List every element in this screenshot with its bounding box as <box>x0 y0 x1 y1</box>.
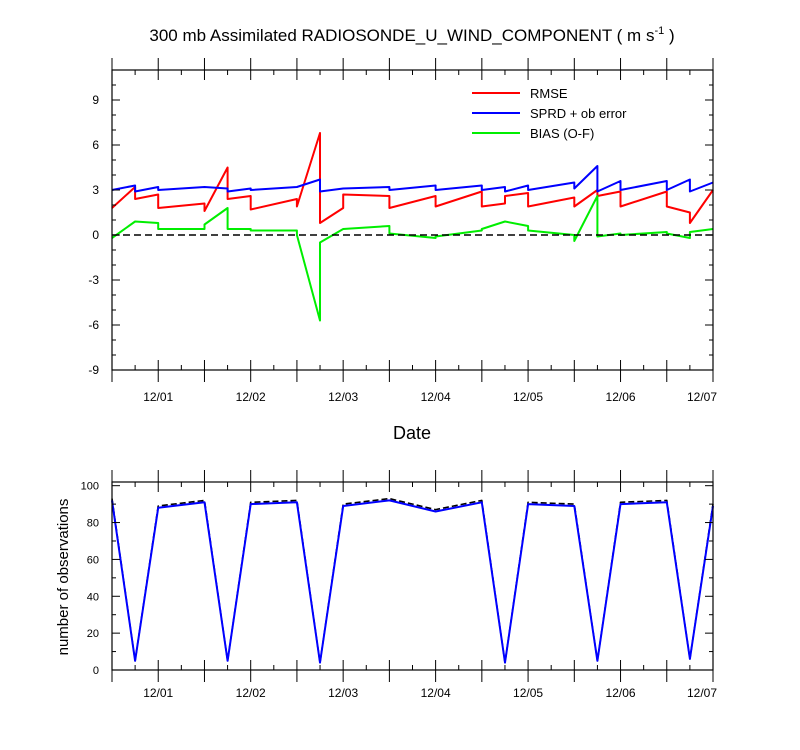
series-line-rmse <box>111 132 714 224</box>
x-tick-label: 12/01 <box>143 686 173 700</box>
y-tick-label: 60 <box>87 554 99 566</box>
legend-label-rmse: RMSE <box>530 86 568 101</box>
chart-title-superscript: -1 <box>654 25 664 37</box>
x-tick-label: 12/07 <box>687 686 717 700</box>
x-tick-label: 12/05 <box>513 686 543 700</box>
chart-title-end: ) <box>664 26 674 45</box>
x-tick-label: 12/02 <box>236 686 266 700</box>
top-plot-frame <box>111 69 714 371</box>
bottom-y-tick-labels: 100 80 60 40 20 0 <box>81 481 99 677</box>
top-axis-ticks <box>111 58 714 382</box>
x-tick-label: 12/06 <box>606 390 636 404</box>
x-tick-label: 12/06 <box>606 686 636 700</box>
series-line-bias-o-f <box>111 195 714 322</box>
y-tick-label: 80 <box>87 518 99 530</box>
y-tick-label: -3 <box>88 273 99 287</box>
chart-title: 300 mb Assimilated RADIOSONDE_U_WIND_COM… <box>149 25 674 45</box>
series-line-observations-used <box>111 499 714 664</box>
legend-label-sprd-ob-error: SPRD + ob error <box>530 106 627 121</box>
legend: RMSE SPRD + ob error BIAS (O-F) <box>472 86 627 141</box>
x-axis-label: Date <box>393 423 431 443</box>
bottom-x-tick-labels: 12/01 12/02 12/03 12/04 12/05 12/06 12/07 <box>143 686 717 700</box>
bottom-series-lines <box>111 497 714 664</box>
y-axis-label-observations: number of observations <box>55 499 72 656</box>
x-tick-label: 12/02 <box>236 390 266 404</box>
top-y-tick-labels: 9 6 3 0 -3 -6 -9 <box>88 93 99 377</box>
top-series-lines <box>111 132 714 322</box>
x-tick-label: 12/01 <box>143 390 173 404</box>
y-tick-label: -9 <box>88 363 99 377</box>
series-line-observations-possible <box>111 497 714 664</box>
top-x-tick-labels: 12/01 12/02 12/03 12/04 12/05 12/06 12/07 <box>143 390 717 404</box>
y-tick-label: 6 <box>92 138 99 152</box>
x-tick-label: 12/05 <box>513 390 543 404</box>
y-tick-label: 40 <box>87 591 99 603</box>
x-tick-label: 12/07 <box>687 390 717 404</box>
x-tick-label: 12/03 <box>328 686 358 700</box>
y-tick-label: 0 <box>92 228 99 242</box>
series-line-sprd-ob-error <box>111 165 714 193</box>
y-tick-label: -6 <box>88 318 99 332</box>
x-tick-label: 12/03 <box>328 390 358 404</box>
x-tick-label: 12/04 <box>421 686 451 700</box>
y-tick-label: 100 <box>81 481 99 493</box>
y-tick-label: 9 <box>92 93 99 107</box>
legend-label-bias-o-f: BIAS (O-F) <box>530 126 594 141</box>
bottom-plot-frame <box>111 481 714 671</box>
y-tick-label: 0 <box>93 665 99 677</box>
x-tick-label: 12/04 <box>421 390 451 404</box>
y-tick-label: 3 <box>92 183 99 197</box>
y-tick-label: 20 <box>87 628 99 640</box>
chart-title-main: 300 mb Assimilated RADIOSONDE_U_WIND_COM… <box>149 26 654 45</box>
